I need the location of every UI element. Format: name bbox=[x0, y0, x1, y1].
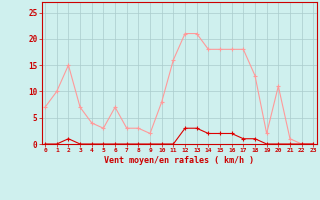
X-axis label: Vent moyen/en rafales ( km/h ): Vent moyen/en rafales ( km/h ) bbox=[104, 156, 254, 165]
